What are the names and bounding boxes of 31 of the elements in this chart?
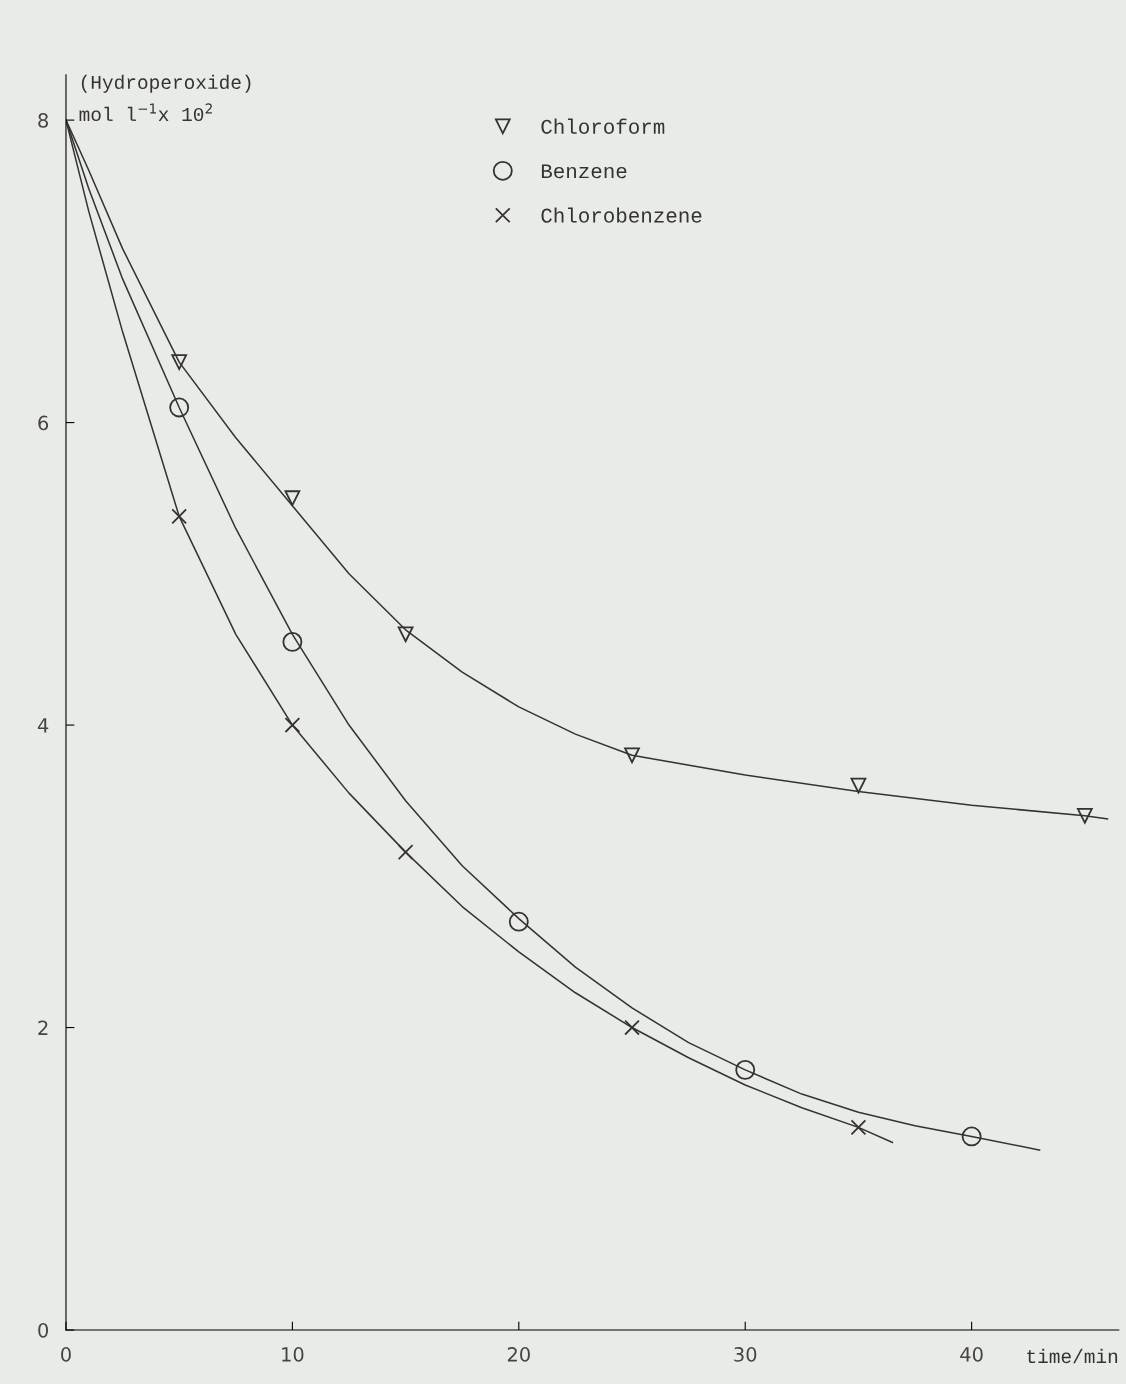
point [284,717,301,733]
x-tick-label: 30 [734,1347,757,1362]
point [1076,807,1093,824]
y-tick-label: 0 [38,1322,49,1338]
point [850,1119,867,1136]
point [961,1126,982,1147]
point [397,626,414,643]
point [735,1059,756,1080]
x-axis-title: time/min [1027,1348,1118,1364]
point [850,777,867,794]
legend-label: Chloroform [541,118,665,134]
point [171,508,188,525]
point [624,747,640,764]
point [284,490,301,507]
x-tick-label: 20 [507,1347,530,1362]
point [282,631,303,652]
y-tick-label: 8 [38,113,48,128]
y-tick-label: 4 [37,718,49,733]
legend-label: Chlorobenzene [541,207,702,223]
point [169,397,190,418]
point [171,354,188,370]
legend-label: Benzene [541,164,627,179]
x-tick-label: 0 [61,1347,71,1362]
y-axis-title: (Hydroperoxide) mol l$^{−1}$x 10$^{2}$ [79,74,251,122]
x-tick-label: 40 [960,1347,983,1362]
point [624,1019,640,1036]
y-tick-label: 2 [38,1020,48,1035]
y-tick-label: 6 [38,415,49,431]
point [397,844,414,860]
x-tick-label: 10 [282,1347,304,1362]
point [508,911,529,932]
